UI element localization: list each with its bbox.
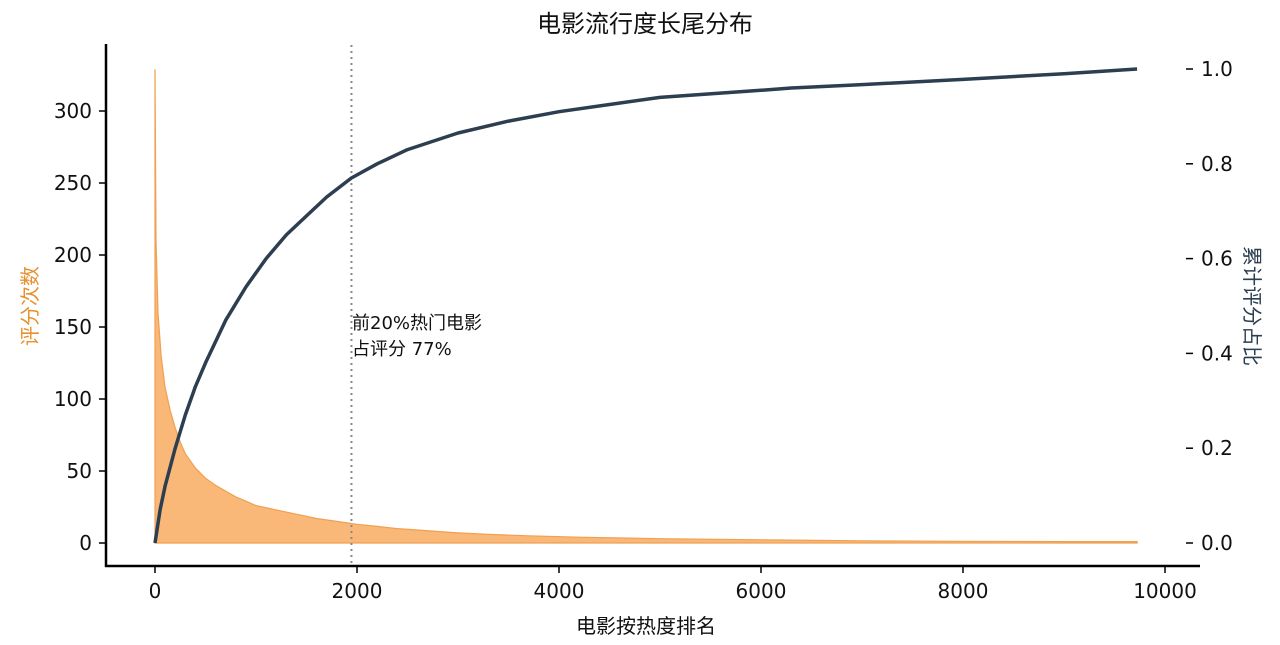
left-y-tick-label: 50 [67,459,92,483]
annotation-line-2: 占评分 77% [352,339,452,360]
left-y-tick-label: 300 [54,99,92,123]
ticks-layer: 0 2000 4000 6000 8000 10000 0 50 100 150 200 250 300… [54,57,1233,603]
x-tick-label: 10000 [1133,579,1197,603]
x-tick-label: 6000 [736,579,787,603]
x-tick-label: 4000 [534,579,585,603]
annotation-line-1: 前20%热门电影 [352,313,482,334]
chart-title: 电影流行度长尾分布 [537,10,753,38]
left-y-tick-label: 150 [54,315,92,339]
x-tick-label: 0 [149,579,162,603]
right-y-axis-label: 累计评分占比 [1240,246,1264,366]
cumulative-line-layer [153,67,1138,544]
x-axis-label: 电影按热度排名 [576,614,716,638]
x-tick-label: 2000 [332,579,383,603]
left-y-axis-label: 评分次数 [18,266,42,346]
right-y-tick-label: 0.6 [1201,247,1233,271]
left-y-tick-label: 100 [54,387,92,411]
left-y-tick-label: 200 [54,243,92,267]
right-y-tick-label: 0.8 [1201,152,1233,176]
right-y-tick-label: 1.0 [1201,57,1233,81]
rating-count-area [154,69,1138,544]
cumulative-share-line [153,67,1138,544]
right-y-tick-label: 0.2 [1201,436,1233,460]
area-layer [154,69,1138,544]
axes-layer [104,44,1200,568]
right-y-tick-label: 0.4 [1201,341,1233,365]
x-tick-label: 8000 [938,579,989,603]
right-y-tick-label: 0.0 [1201,531,1233,555]
left-y-tick-label: 0 [79,531,92,555]
left-y-tick-label: 250 [54,171,92,195]
